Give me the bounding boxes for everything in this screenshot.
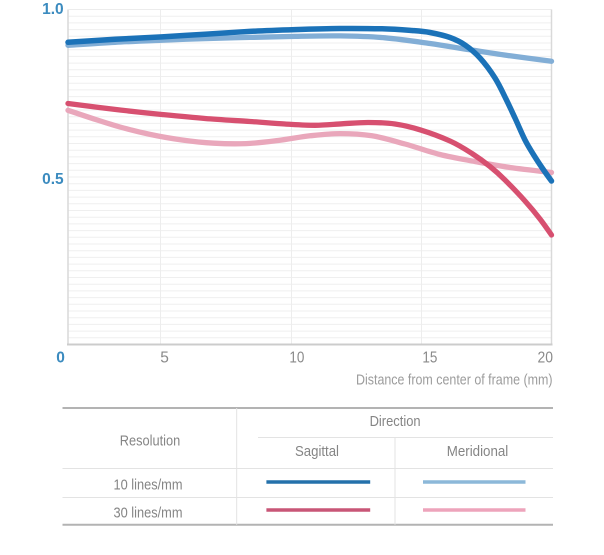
svg-text:1.0: 1.0	[42, 1, 64, 18]
svg-text:Direction: Direction	[370, 413, 421, 430]
svg-text:Resolution: Resolution	[120, 433, 181, 450]
svg-text:10 lines/mm: 10 lines/mm	[114, 477, 183, 494]
svg-text:15: 15	[422, 349, 437, 366]
svg-text:0: 0	[56, 349, 65, 366]
svg-text:5: 5	[160, 349, 169, 366]
svg-text:10: 10	[289, 349, 304, 366]
svg-text:0.5: 0.5	[42, 171, 64, 188]
svg-text:Sagittal: Sagittal	[295, 443, 339, 460]
svg-text:30 lines/mm: 30 lines/mm	[114, 504, 183, 521]
svg-text:Distance from center of frame: Distance from center of frame (mm)	[356, 372, 553, 389]
svg-text:20: 20	[538, 349, 554, 366]
svg-text:Meridional: Meridional	[447, 443, 509, 460]
